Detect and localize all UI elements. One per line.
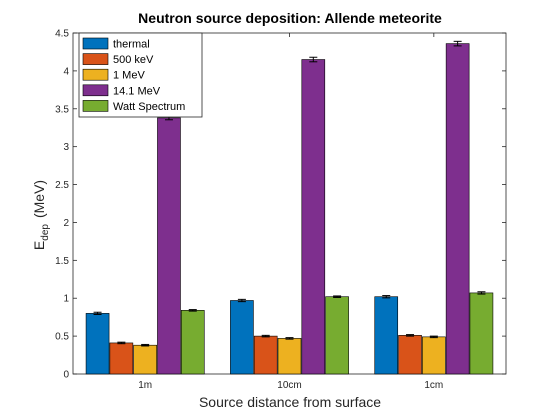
bar <box>157 117 181 375</box>
chart-title: Neutron source deposition: Allende meteo… <box>138 10 442 26</box>
y-tick-label: 0 <box>63 370 69 381</box>
bar <box>85 313 110 375</box>
y-tick-label: 4.5 <box>55 29 69 40</box>
x-axis-label: Source distance from surface <box>199 394 381 410</box>
legend-entry: 500 keV <box>113 54 154 66</box>
svg-text:Edep(MeV): Edep (MeV) <box>31 180 51 250</box>
bar <box>374 296 399 375</box>
x-tick-label: 10cm <box>277 380 301 391</box>
bar <box>253 335 278 375</box>
plot-area: 0 0.5 1 1.5 2 2.5 3 3.5 4 4.5 1m 10cm 1cm <box>55 29 507 391</box>
legend-swatch <box>82 100 109 112</box>
bar <box>422 336 446 375</box>
bar <box>301 59 326 375</box>
y-tick-label: 2.5 <box>55 180 69 191</box>
legend-swatch <box>82 53 109 65</box>
legend-entry: 14.1 MeV <box>113 85 161 97</box>
bar <box>445 43 470 375</box>
bar <box>325 296 349 375</box>
legend-entry: thermal <box>113 39 150 51</box>
bar <box>180 310 205 375</box>
legend-swatch <box>82 84 109 97</box>
y-axis-label-units: (MeV) <box>31 180 47 218</box>
y-axis-label-sub: dep <box>40 224 51 241</box>
y-tick-label: 3 <box>63 142 69 153</box>
bar <box>277 338 302 375</box>
bar <box>230 300 254 375</box>
y-tick-label: 1 <box>63 294 69 305</box>
x-tick-label: 1m <box>138 380 152 391</box>
bar <box>133 344 157 375</box>
y-axis-label: Edep (MeV) <box>31 180 51 250</box>
bar <box>109 342 134 375</box>
legend-entry: 1 MeV <box>113 70 145 82</box>
y-tick-label: 0.5 <box>55 332 69 343</box>
legend: thermal 500 keV 1 MeV 14.1 MeV Watt Spectrum <box>78 32 203 118</box>
y-tick-label: 4 <box>63 66 69 77</box>
bar <box>469 292 494 375</box>
legend-swatch <box>82 68 109 81</box>
y-tick-label: 1.5 <box>55 256 69 267</box>
y-tick-label: 2 <box>63 218 69 229</box>
y-axis-label-main: E <box>31 241 47 250</box>
legend-swatch <box>82 37 109 50</box>
x-tick-label: 1cm <box>424 380 443 391</box>
bar <box>398 335 422 375</box>
y-tick-label: 3.5 <box>55 104 69 115</box>
legend-entry: Watt Spectrum <box>113 101 185 113</box>
